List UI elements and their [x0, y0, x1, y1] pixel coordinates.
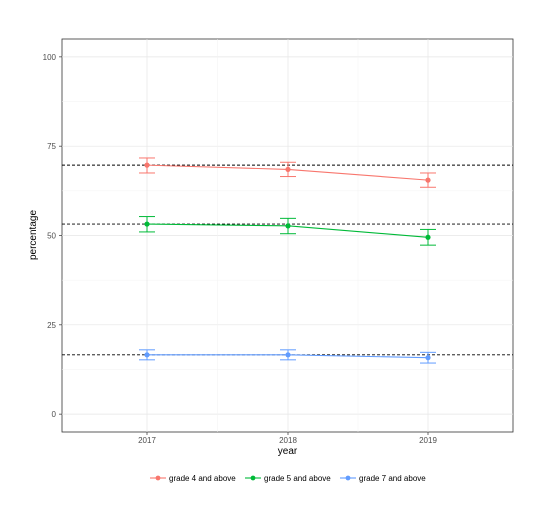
legend-item: grade 4 and above — [150, 474, 236, 483]
legend: grade 4 and above grade 5 and above grade … — [150, 474, 426, 483]
y-tick-label: 0 — [52, 410, 57, 419]
x-tick-label: 2017 — [138, 436, 156, 445]
legend-key-point — [155, 475, 161, 481]
y-tick-label: 100 — [43, 53, 57, 62]
series — [139, 216, 436, 246]
legend-label: grade 4 and above — [169, 474, 236, 483]
legend-label: grade 5 and above — [264, 474, 331, 483]
data-point — [285, 166, 291, 173]
legend-label: grade 7 and above — [359, 474, 426, 483]
data-point — [425, 177, 431, 183]
legend-key-point — [345, 475, 351, 481]
y-tick-label: 75 — [47, 142, 56, 151]
legend-item: grade 7 and above — [340, 474, 426, 483]
y-tick-label: 25 — [47, 321, 56, 330]
y-tick-label: 50 — [47, 232, 56, 241]
data-point — [144, 221, 150, 227]
legend-key-point — [250, 475, 256, 481]
x-axis-title: year — [278, 446, 298, 457]
data-point — [285, 352, 291, 358]
data-point — [144, 162, 150, 168]
grid — [62, 39, 513, 432]
series — [139, 349, 436, 364]
y-axis-title: percentage — [28, 210, 39, 260]
x-tick-label: 2019 — [419, 436, 437, 445]
axes: 0 25 50 75 100 2017 2018 2019 — [43, 53, 438, 445]
x-tick-label: 2018 — [279, 436, 297, 445]
legend-item: grade 5 and above — [245, 474, 331, 483]
data-point — [285, 223, 291, 229]
series — [139, 157, 436, 188]
data-point — [425, 355, 431, 361]
data-point — [144, 352, 150, 358]
data-point — [425, 234, 431, 240]
series-layer — [139, 157, 436, 364]
reference-lines — [62, 164, 513, 356]
